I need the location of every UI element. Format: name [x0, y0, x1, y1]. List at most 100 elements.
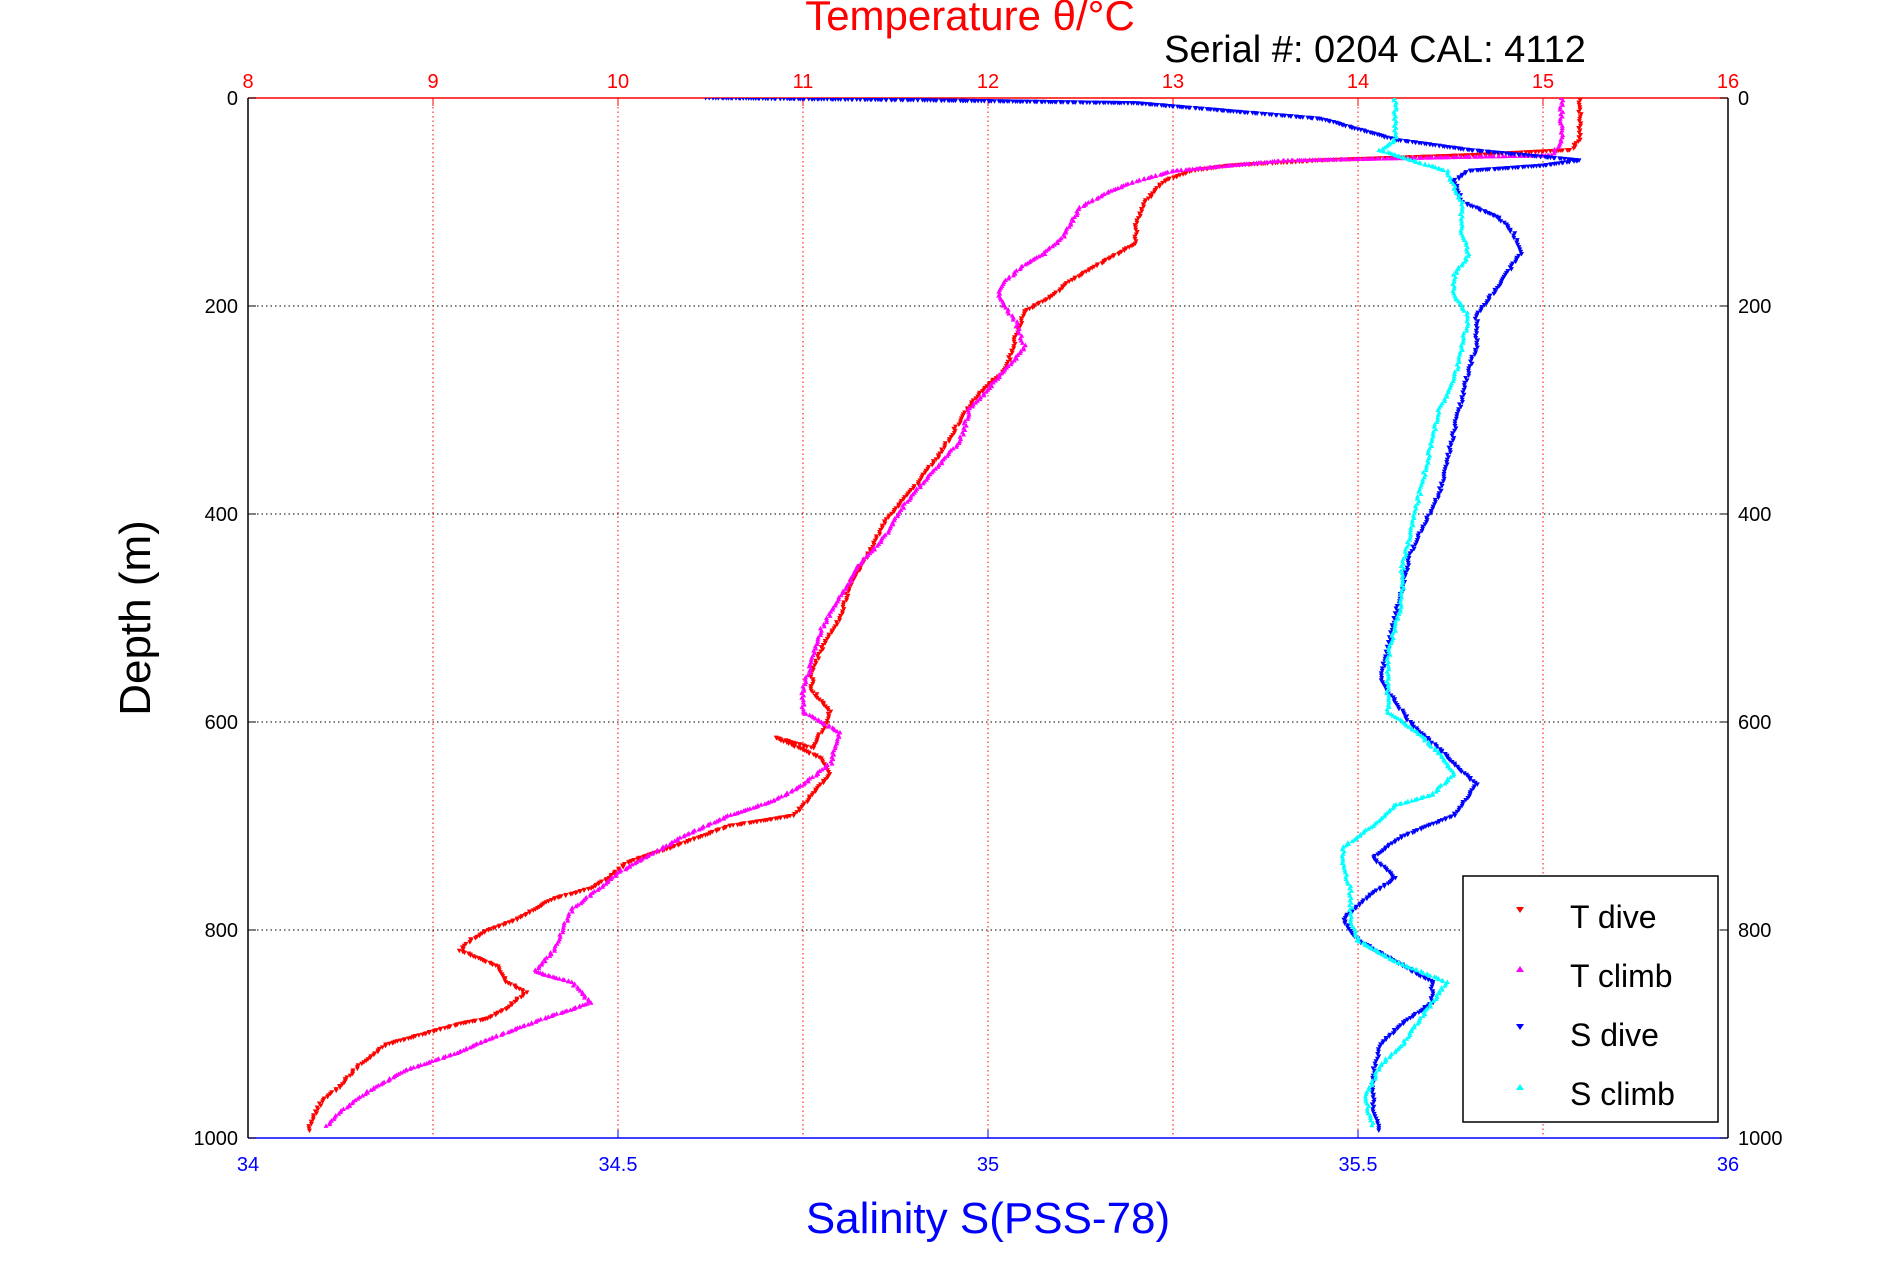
data-point	[1006, 311, 1012, 316]
data-point	[1450, 438, 1456, 443]
data-point	[649, 851, 655, 856]
data-point	[1495, 150, 1501, 156]
data-point	[1464, 378, 1470, 383]
data-point	[837, 618, 843, 623]
data-point	[1500, 153, 1506, 159]
data-point	[1453, 294, 1459, 300]
data-point	[1458, 154, 1464, 159]
data-point	[641, 854, 647, 860]
data-point	[1447, 450, 1453, 455]
data-point	[599, 884, 605, 889]
data-point	[892, 515, 898, 521]
data-point	[1452, 369, 1458, 374]
data-point	[1390, 139, 1396, 145]
data-point	[810, 665, 816, 671]
data-point	[1407, 529, 1413, 535]
data-point	[1577, 123, 1583, 129]
data-point	[603, 881, 609, 886]
data-point	[1411, 724, 1417, 730]
data-point	[1458, 769, 1464, 775]
data-point	[1467, 777, 1473, 783]
data-point	[810, 681, 816, 687]
data-point	[1346, 890, 1352, 896]
data-point	[1066, 279, 1072, 285]
data-point	[1432, 143, 1438, 148]
data-point	[901, 497, 907, 502]
data-point	[573, 903, 579, 909]
bottom-tick-label: 35	[977, 1154, 999, 1176]
data-point	[506, 920, 512, 925]
data-point	[1414, 493, 1420, 499]
data-point	[1501, 220, 1507, 226]
data-point	[509, 1002, 515, 1008]
data-point	[440, 1055, 446, 1060]
data-point	[1414, 967, 1420, 973]
data-point	[1463, 798, 1469, 803]
legend-entry-s-climb: S climb	[1516, 1076, 1675, 1112]
data-point	[1469, 357, 1475, 362]
data-point	[1066, 100, 1072, 105]
data-point	[1465, 253, 1471, 258]
data-point	[1412, 503, 1418, 508]
data-point	[1423, 162, 1429, 167]
data-point	[1356, 903, 1362, 908]
data-point	[1373, 1073, 1379, 1079]
data-point	[799, 804, 805, 810]
data-point	[1126, 245, 1132, 250]
data-point	[1494, 286, 1500, 291]
data-point	[1349, 905, 1355, 910]
data-point	[1129, 180, 1135, 185]
data-point	[1403, 551, 1409, 556]
data-point	[1373, 888, 1379, 893]
data-point	[1436, 143, 1442, 149]
data-point	[1475, 319, 1481, 324]
data-point	[1459, 174, 1465, 179]
data-point	[383, 1043, 389, 1049]
data-point	[895, 513, 901, 519]
data-point	[1407, 537, 1413, 542]
data-point	[1380, 155, 1386, 161]
data-point	[1386, 666, 1392, 672]
data-point	[1369, 1078, 1375, 1083]
data-point	[1421, 737, 1427, 743]
data-point	[1417, 974, 1423, 979]
legend-entry-s-dive: S dive	[1516, 1017, 1659, 1053]
data-point	[1456, 176, 1462, 182]
data-point	[1461, 383, 1467, 388]
data-point	[1427, 973, 1433, 978]
data-point	[829, 630, 835, 636]
data-point	[1121, 248, 1127, 254]
data-point	[1397, 606, 1403, 612]
data-point	[1385, 673, 1391, 679]
data-point	[1391, 616, 1397, 621]
data-point	[1087, 100, 1093, 106]
left-tick-label: 400	[205, 504, 238, 526]
data-point	[1132, 234, 1138, 240]
data-point	[1042, 99, 1048, 105]
data-point	[623, 866, 629, 872]
data-point	[1013, 323, 1019, 329]
data-point	[507, 982, 513, 987]
data-point	[1393, 107, 1399, 112]
data-point	[1491, 167, 1497, 172]
data-point	[1467, 364, 1473, 369]
data-point	[1459, 395, 1465, 400]
data-point	[1053, 100, 1059, 105]
data-point	[1133, 239, 1139, 244]
data-point	[825, 711, 831, 717]
data-point	[327, 1119, 333, 1125]
data-point	[1463, 239, 1469, 245]
data-point	[769, 98, 774, 102]
data-point	[1072, 276, 1078, 282]
data-point	[1262, 112, 1268, 117]
data-point	[1511, 235, 1517, 241]
data-point	[1447, 448, 1453, 453]
data-point	[1224, 163, 1230, 168]
data-point	[1444, 394, 1450, 399]
data-point	[1455, 366, 1461, 372]
data-point	[1552, 156, 1558, 161]
data-point	[1476, 154, 1482, 159]
data-point	[1386, 704, 1392, 709]
data-point	[1374, 1118, 1380, 1124]
data-point	[563, 893, 569, 899]
